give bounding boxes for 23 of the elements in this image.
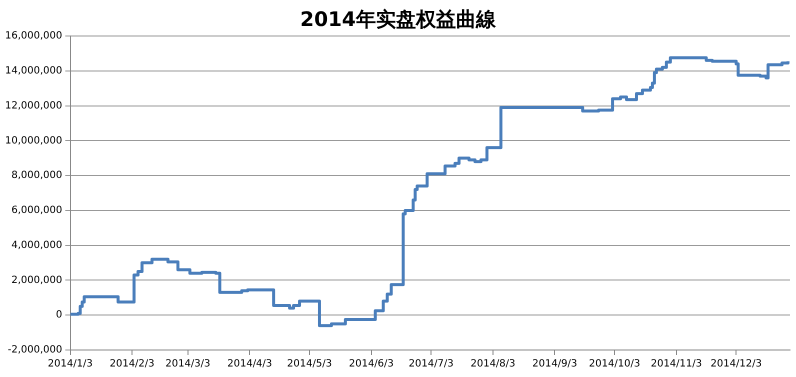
x-tick-label: 2014/9/3 [532,358,578,370]
y-tick-label: 16,000,000 [4,30,62,42]
y-tick-label: 12,000,000 [4,100,62,112]
y-tick-label: 10,000,000 [4,135,62,146]
y-tick-label: 6,000,000 [11,205,62,216]
y-tick-label: 0 [56,310,62,321]
x-tick-label: 2014/1/3 [48,358,93,370]
x-tick-label: 2014/7/3 [408,358,454,370]
x-tick-label: 2014/11/3 [650,358,702,370]
y-tick-label: 2,000,000 [11,274,62,286]
chart-title: 2014年实盘权益曲線 [300,7,496,31]
x-tick-label: 2014/8/3 [470,358,516,370]
y-tick-label: 8,000,000 [11,170,62,182]
x-tick-label: 2014/5/3 [287,358,332,370]
x-tick-label: 2014/10/3 [588,358,640,370]
x-tick-label: 2014/6/3 [348,358,394,370]
y-tick-label: 14,000,000 [4,65,62,76]
x-tick-label: 2014/12/3 [710,358,762,370]
y-tick-label: 4,000,000 [11,240,62,251]
y-tick-label: -2,000,000 [8,344,62,356]
x-tick-label: 2014/4/3 [227,358,272,370]
x-tick-label: 2014/2/3 [110,358,155,370]
x-tick-label: 2014/3/3 [165,358,210,370]
